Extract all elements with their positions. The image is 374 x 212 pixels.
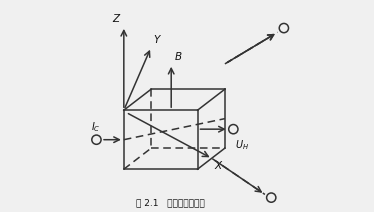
Text: 图 2.1   霍尔效应原理图: 图 2.1 霍尔效应原理图 bbox=[136, 198, 205, 207]
Text: B: B bbox=[174, 52, 181, 62]
Text: X: X bbox=[214, 161, 221, 171]
Text: Z: Z bbox=[113, 14, 120, 24]
Text: Y: Y bbox=[153, 35, 160, 45]
Text: $U_H$: $U_H$ bbox=[236, 138, 249, 152]
Text: $I_C$: $I_C$ bbox=[91, 120, 100, 134]
